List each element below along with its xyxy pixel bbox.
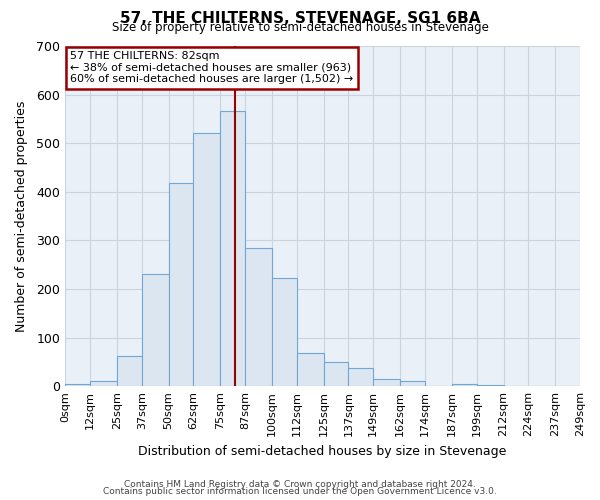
- Text: Contains HM Land Registry data © Crown copyright and database right 2024.: Contains HM Land Registry data © Crown c…: [124, 480, 476, 489]
- Bar: [323, 362, 349, 386]
- X-axis label: Distribution of semi-detached houses by size in Stevenage: Distribution of semi-detached houses by …: [139, 444, 507, 458]
- Bar: [65, 384, 90, 386]
- Bar: [193, 132, 220, 386]
- Text: 57, THE CHILTERNS, STEVENAGE, SG1 6BA: 57, THE CHILTERNS, STEVENAGE, SG1 6BA: [120, 11, 480, 26]
- Bar: [245, 248, 272, 386]
- Bar: [90, 382, 117, 386]
- Bar: [220, 111, 245, 386]
- Bar: [452, 384, 476, 386]
- Bar: [272, 278, 297, 386]
- Y-axis label: Number of semi-detached properties: Number of semi-detached properties: [15, 100, 28, 332]
- Bar: [400, 382, 425, 386]
- Bar: [349, 368, 373, 386]
- Text: Size of property relative to semi-detached houses in Stevenage: Size of property relative to semi-detach…: [112, 21, 488, 34]
- Text: Contains public sector information licensed under the Open Government Licence v3: Contains public sector information licen…: [103, 487, 497, 496]
- Bar: [169, 183, 193, 386]
- Bar: [142, 274, 169, 386]
- Bar: [117, 356, 142, 386]
- Bar: [476, 384, 503, 386]
- Text: 57 THE CHILTERNS: 82sqm
← 38% of semi-detached houses are smaller (963)
60% of s: 57 THE CHILTERNS: 82sqm ← 38% of semi-de…: [70, 51, 353, 84]
- Bar: [297, 353, 323, 386]
- Bar: [373, 379, 400, 386]
